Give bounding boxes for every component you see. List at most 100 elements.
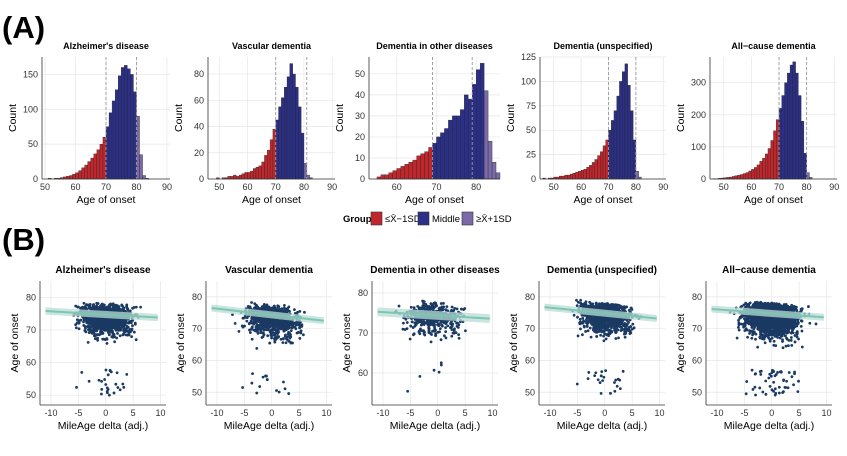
y-tick-label: 100 <box>691 142 706 152</box>
scatter-point <box>268 320 271 323</box>
histogram-bar <box>749 171 752 179</box>
histogram-bar <box>581 170 584 179</box>
scatter-point <box>421 322 424 325</box>
histogram-bar <box>401 166 405 179</box>
histogram-bar <box>115 90 118 179</box>
y-tick-label: 300 <box>691 78 706 88</box>
scatter-point <box>119 329 122 332</box>
scatter-point <box>74 305 77 308</box>
scatter-point <box>243 316 246 319</box>
histogram-bar <box>381 175 385 179</box>
scatter-point <box>446 325 449 328</box>
x-tick-label: 60 <box>243 182 253 192</box>
scatter-point <box>104 338 107 341</box>
scatter-point <box>418 375 421 378</box>
histogram-bar <box>143 176 146 179</box>
y-axis-label: Age of onset <box>175 313 187 372</box>
scatter-point <box>103 378 106 381</box>
histogram-bar <box>405 164 409 179</box>
histogram-bar <box>433 143 437 179</box>
scatter-point <box>245 320 248 323</box>
x-axis-label: Age of onset <box>77 194 136 206</box>
scatter-point <box>100 388 103 391</box>
y-tick-label: 30 <box>355 111 365 121</box>
x-tick-label: 80 <box>131 182 141 192</box>
scatter-point <box>402 322 405 325</box>
histogram-bar <box>559 176 562 179</box>
scatter-point <box>104 319 107 322</box>
scatter-point <box>256 320 259 323</box>
scatter-point <box>577 335 580 338</box>
y-tick-label: 125 <box>521 52 536 62</box>
y-tick-label: 100 <box>23 104 38 114</box>
histogram-bar <box>622 72 625 179</box>
scatter-point <box>616 385 619 388</box>
scatter-point <box>116 386 119 389</box>
legend-title: Group <box>343 214 372 225</box>
histogram-bar <box>793 62 796 179</box>
x-tick-label: 0 <box>435 408 440 418</box>
scatter-point <box>440 308 443 311</box>
scatter-point <box>298 337 301 340</box>
histogram-bar <box>785 83 788 179</box>
scatter-point <box>453 327 456 330</box>
scatter-point <box>607 334 610 337</box>
scatter-point <box>284 387 287 390</box>
scatter-point <box>628 326 631 329</box>
histogram-bar <box>270 140 273 179</box>
histogram-bar <box>743 174 746 179</box>
scatter-point <box>599 381 602 384</box>
scatter-point <box>573 314 576 317</box>
histogram-bar <box>130 74 133 179</box>
scatter-point <box>439 327 442 330</box>
y-axis-label: Count <box>675 104 687 132</box>
histogram-bar <box>259 166 262 179</box>
histogram-bar <box>578 171 581 179</box>
scatter-point <box>87 328 90 331</box>
scatter-point <box>624 336 627 339</box>
scatter-point <box>295 324 298 327</box>
scatter-point <box>272 309 275 312</box>
scatter-point <box>111 304 114 307</box>
legend: Group ≤X̄−1SD Middle ≥X̄+1SD <box>343 212 512 225</box>
histogram-bar <box>570 174 573 179</box>
histogram-bar <box>121 67 124 179</box>
histogram-bar <box>492 162 496 179</box>
scatter-point <box>582 305 585 308</box>
scatter-point <box>83 329 86 332</box>
x-tick-label: 90 <box>162 182 172 192</box>
histogram-bar <box>284 87 287 179</box>
histogram-bar <box>617 96 620 179</box>
scatter-point <box>102 325 105 328</box>
scatter-point <box>581 317 584 320</box>
histogram-bar <box>239 175 242 179</box>
scatter-point <box>609 331 612 334</box>
histogram-bar <box>133 92 136 179</box>
scatter-point <box>101 318 104 321</box>
scatter-point <box>78 327 81 330</box>
scatter-point <box>586 322 589 325</box>
y-axis-label: Count <box>334 104 346 132</box>
histogram-bar <box>595 159 598 179</box>
scatter-point <box>127 309 130 312</box>
scatter-point <box>284 335 287 338</box>
scatter-point <box>790 344 793 347</box>
histogram-bar <box>281 98 284 179</box>
scatter-point <box>597 378 600 381</box>
x-tick-label: 50 <box>40 182 50 192</box>
scatter-point <box>101 303 104 306</box>
histogram-bar <box>118 76 121 179</box>
scatter-point <box>98 326 101 329</box>
scatter-point <box>288 340 291 343</box>
scatter-point <box>419 328 422 331</box>
scatter-point <box>624 332 627 335</box>
x-tick-label: -10 <box>543 408 556 418</box>
scatter-point <box>285 341 288 344</box>
x-tick-label: 70 <box>774 182 784 192</box>
scatter-point <box>590 305 593 308</box>
panel-b-label: (B) <box>2 222 45 257</box>
scatter-point <box>745 380 748 383</box>
scatter-point <box>87 341 90 344</box>
